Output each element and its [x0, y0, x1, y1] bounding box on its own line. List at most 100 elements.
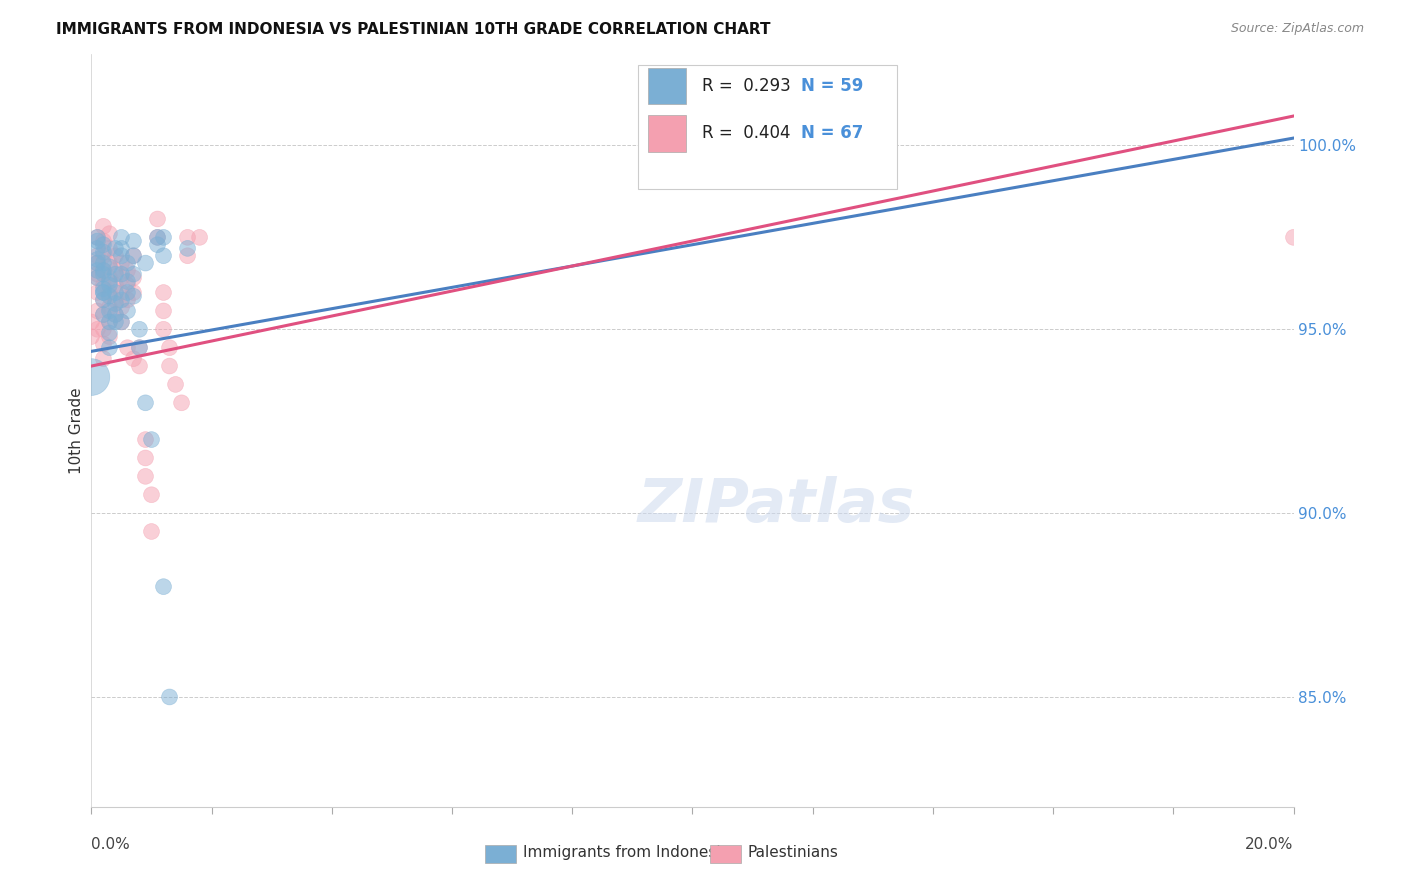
Text: ZIPatlas: ZIPatlas — [638, 476, 915, 535]
Point — [128, 341, 150, 355]
Point — [152, 230, 174, 244]
Point — [110, 270, 132, 285]
Point — [134, 433, 156, 447]
Point — [86, 285, 108, 300]
Point — [98, 289, 121, 303]
Point — [93, 249, 115, 263]
Point — [117, 263, 139, 277]
Point — [98, 256, 121, 270]
Point — [93, 256, 115, 270]
Point — [122, 351, 145, 366]
Point — [86, 241, 108, 255]
Point — [122, 267, 145, 281]
Point — [80, 370, 103, 384]
Point — [86, 252, 108, 267]
Point — [104, 263, 127, 277]
Point — [141, 433, 163, 447]
Point — [110, 241, 132, 255]
Point — [159, 341, 181, 355]
Point — [117, 285, 139, 300]
Point — [98, 270, 121, 285]
Point — [176, 249, 198, 263]
Point — [86, 263, 108, 277]
Text: 0.0%: 0.0% — [91, 838, 131, 853]
Point — [86, 270, 108, 285]
Point — [176, 230, 198, 244]
Point — [1282, 230, 1305, 244]
Point — [104, 249, 127, 263]
Point — [122, 285, 145, 300]
Point — [104, 315, 127, 329]
Point — [110, 256, 132, 270]
Point — [86, 256, 108, 270]
Point — [146, 211, 169, 226]
Point — [152, 249, 174, 263]
Point — [128, 322, 150, 336]
Text: R =  0.404: R = 0.404 — [702, 124, 790, 143]
Point — [159, 359, 181, 373]
Point — [98, 304, 121, 318]
Point — [86, 322, 108, 336]
Point — [117, 304, 139, 318]
Point — [86, 304, 108, 318]
Text: 20.0%: 20.0% — [1246, 838, 1294, 853]
Point — [128, 359, 150, 373]
Text: Immigrants from Indonesia: Immigrants from Indonesia — [523, 846, 730, 860]
Point — [117, 278, 139, 293]
Point — [93, 263, 115, 277]
Point — [122, 249, 145, 263]
Point — [104, 293, 127, 307]
Point — [104, 241, 127, 255]
Point — [110, 249, 132, 263]
Point — [86, 256, 108, 270]
Point — [86, 270, 108, 285]
Point — [117, 341, 139, 355]
Point — [93, 263, 115, 277]
Point — [98, 300, 121, 314]
Point — [146, 230, 169, 244]
Point — [93, 219, 115, 234]
Point — [86, 234, 108, 248]
Point — [141, 524, 163, 539]
Point — [122, 289, 145, 303]
Bar — [648, 115, 686, 152]
Point — [98, 275, 121, 289]
Point — [104, 296, 127, 310]
Y-axis label: 10th Grade: 10th Grade — [69, 387, 84, 474]
Text: N = 59: N = 59 — [800, 77, 863, 95]
Point — [862, 138, 884, 153]
Point — [93, 293, 115, 307]
Point — [104, 267, 127, 281]
Point — [86, 230, 108, 244]
Point — [98, 341, 121, 355]
Point — [862, 138, 884, 153]
Point — [110, 315, 132, 329]
Point — [93, 351, 115, 366]
Point — [93, 308, 115, 322]
Bar — [648, 68, 686, 104]
Point — [93, 278, 115, 293]
Point — [110, 267, 132, 281]
Point — [93, 245, 115, 260]
Point — [122, 249, 145, 263]
Text: N = 67: N = 67 — [800, 124, 863, 143]
Point — [110, 230, 132, 244]
Point — [93, 234, 115, 248]
Point — [86, 249, 108, 263]
Point — [98, 260, 121, 274]
Point — [104, 308, 127, 322]
Point — [152, 580, 174, 594]
Point — [93, 308, 115, 322]
Text: R =  0.293: R = 0.293 — [702, 77, 790, 95]
Point — [117, 256, 139, 270]
Point — [152, 285, 174, 300]
Point — [86, 230, 108, 244]
Point — [110, 300, 132, 314]
Point — [176, 241, 198, 255]
Point — [117, 275, 139, 289]
Point — [93, 285, 115, 300]
Point — [93, 285, 115, 300]
Point — [110, 293, 132, 307]
Point — [134, 396, 156, 410]
Point — [104, 285, 127, 300]
